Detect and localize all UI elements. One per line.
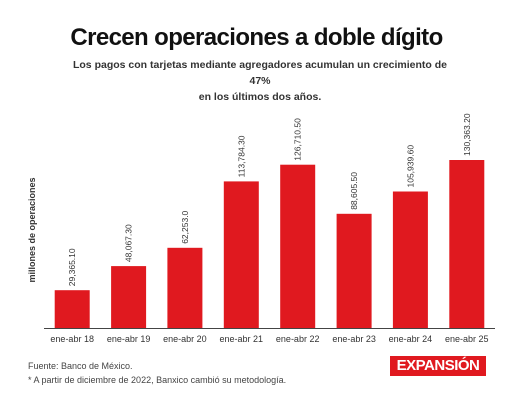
x-tick-label-1: ene-abr 18: [50, 334, 94, 344]
bar-value-label-7: 105,939.60: [405, 145, 415, 188]
x-tick-label-3: ene-abr 20: [163, 334, 207, 344]
x-tick-label-8: ene-abr 25: [445, 334, 489, 344]
bar-value-label-3: 62,253.0: [180, 210, 190, 243]
x-tick-label-4: ene-abr 21: [220, 334, 264, 344]
bar-value-label-5: 126,710.50: [293, 118, 303, 161]
bar-6: [336, 213, 372, 328]
chart-subtitle: Los pagos con tarjetas mediante agregado…: [70, 57, 450, 105]
bar-value-label-1: 29,365.10: [67, 248, 77, 286]
bar-7: [392, 191, 428, 328]
subtitle-line-1: Los pagos con tarjetas mediante agregado…: [72, 59, 448, 87]
footer-note: * A partir de diciembre de 2022, Banxico…: [28, 375, 287, 385]
x-tick-label-2: ene-abr 19: [107, 334, 151, 344]
expansion-logo: EXPANSIÓN: [390, 356, 486, 376]
bar-5: [280, 164, 316, 328]
bar-value-label-4: 113,784.30: [236, 135, 246, 177]
x-tick-label-5: ene-abr 22: [276, 334, 320, 344]
bar-8: [449, 160, 485, 328]
chart-title: Crecen operaciones a doble dígito: [70, 24, 443, 51]
x-tick-label-6: ene-abr 23: [332, 334, 376, 344]
footer-source: Fuente: Banco de México.: [28, 361, 133, 371]
x-tick-label-7: ene-abr 24: [389, 334, 433, 344]
bar-1: [54, 290, 90, 328]
bar-value-label-6: 88,605.50: [349, 172, 359, 210]
bar-3: [167, 247, 203, 328]
subtitle-line-2: en los últimos dos años.: [198, 91, 322, 103]
bar-value-label-8: 130,363.20: [462, 113, 472, 156]
bar-value-label-2: 48,067.30: [124, 224, 134, 262]
bar-2: [111, 266, 147, 328]
bar-4: [223, 181, 259, 328]
